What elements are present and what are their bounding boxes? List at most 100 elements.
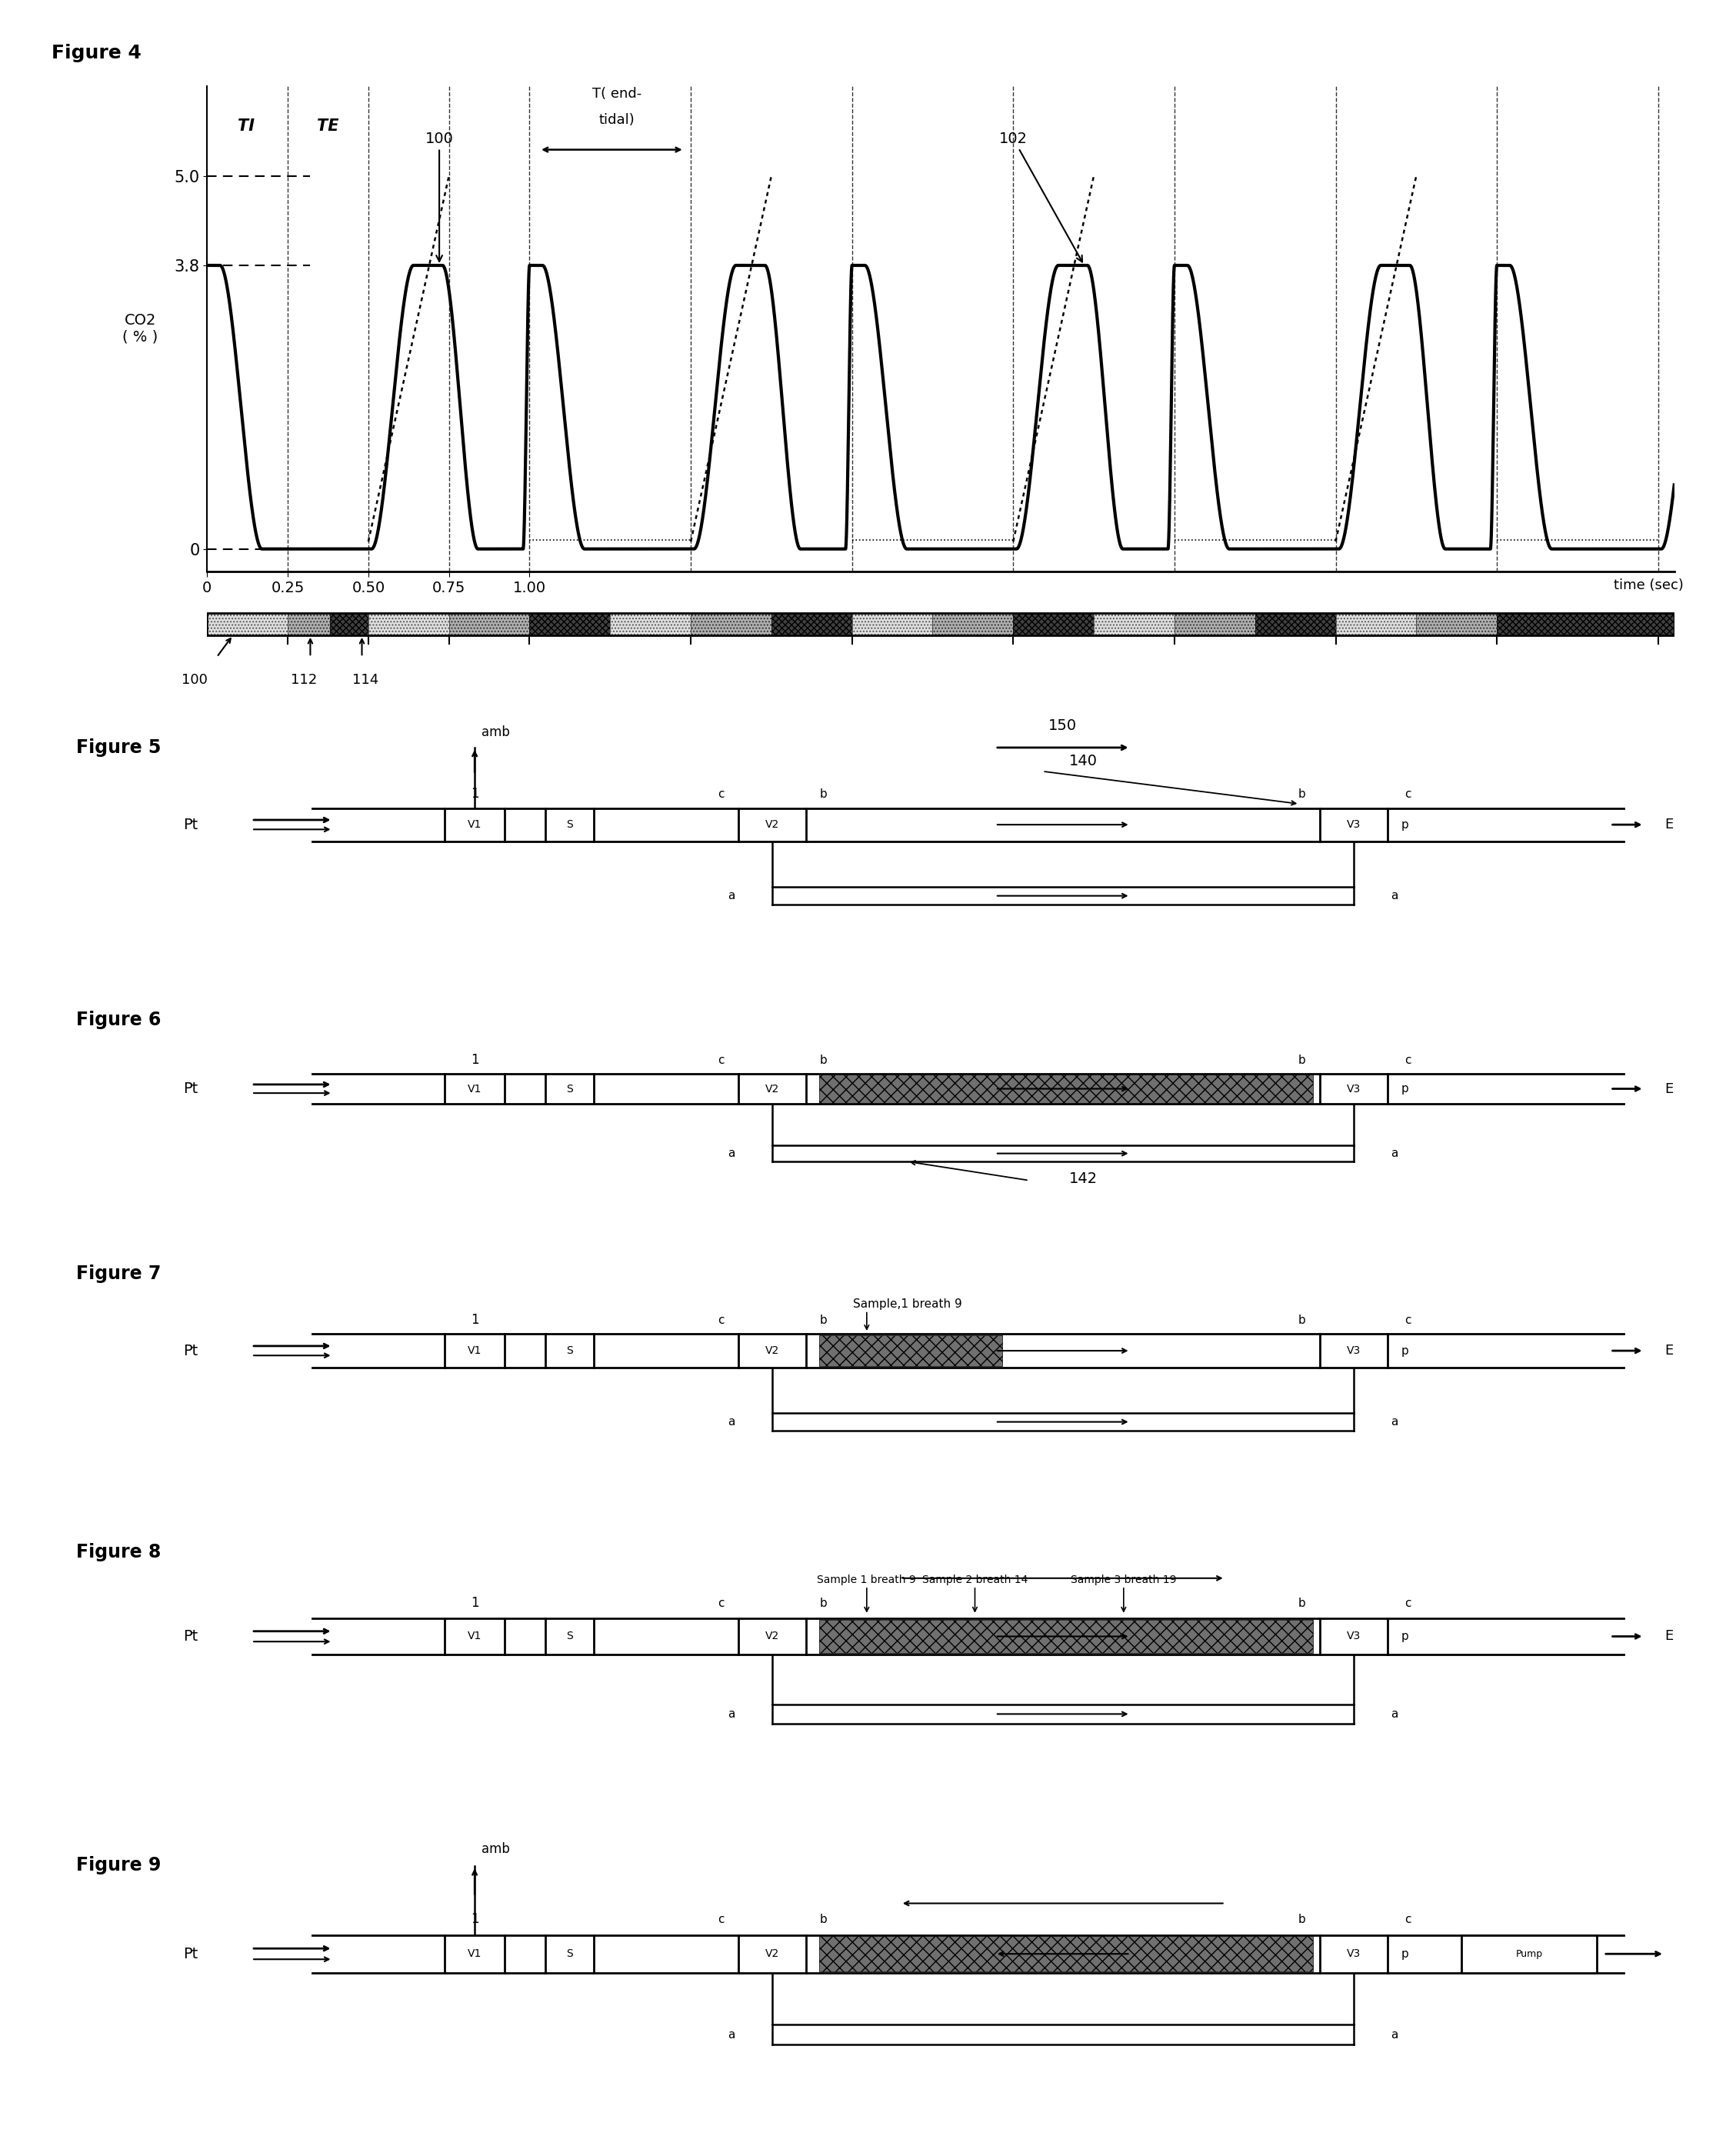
Bar [611,612,690,636]
Text: time (sec): time (sec) [1614,578,1685,593]
Bar [739,1335,806,1367]
Bar [1462,1936,1597,1973]
Text: b: b [1298,789,1307,800]
Text: amb: amb [482,724,509,740]
Bar [545,1335,594,1367]
Text: b: b [1298,1915,1307,1925]
Text: p: p [1402,1630,1408,1643]
Bar [545,1074,594,1104]
Bar [1320,1619,1388,1654]
Text: c: c [1405,1915,1410,1925]
Bar [1417,612,1496,636]
Bar [820,1936,1313,1971]
Text: 142: 142 [1068,1171,1098,1186]
Text: Figure 8: Figure 8 [76,1544,161,1561]
Bar [820,1074,1313,1104]
Bar [207,612,288,636]
Text: c: c [718,1315,723,1326]
Text: p: p [1402,819,1408,830]
Bar [545,808,594,841]
Text: V2: V2 [765,1949,778,1960]
Text: 1: 1 [471,1912,478,1925]
Bar [1320,808,1388,841]
Bar [445,1074,504,1104]
Y-axis label: CO2
( % ): CO2 ( % ) [123,313,159,345]
Text: V1: V1 [468,819,482,830]
Bar [1174,612,1255,636]
Text: a: a [728,1708,735,1720]
Text: 114: 114 [352,673,378,688]
Text: p: p [1402,1949,1408,1960]
Bar [739,1619,806,1654]
Text: V3: V3 [1346,819,1360,830]
Text: V3: V3 [1346,1949,1360,1960]
Text: V3: V3 [1346,1632,1360,1641]
Text: Figure 7: Figure 7 [76,1266,161,1283]
Text: c: c [718,1915,723,1925]
Bar [1320,1936,1388,1973]
Bar [932,612,1013,636]
Text: b: b [1298,1315,1307,1326]
Text: 1: 1 [471,1595,478,1611]
Text: amb: amb [482,1841,509,1856]
Text: 100: 100 [181,673,207,688]
Bar [739,1074,806,1104]
Text: p: p [1402,1082,1408,1095]
Text: a: a [1391,1416,1398,1427]
Text: Figure 4: Figure 4 [52,43,142,63]
Text: Pt: Pt [183,1082,198,1095]
Bar [772,612,853,636]
Bar [368,612,449,636]
Bar [445,1335,504,1367]
Text: a: a [1391,2029,1398,2040]
Text: TI: TI [238,119,254,134]
Text: 150: 150 [1048,718,1077,733]
Text: S: S [566,1632,573,1641]
Text: Sample 1 breath 9: Sample 1 breath 9 [816,1574,917,1585]
Bar [530,612,611,636]
Text: 1: 1 [471,1313,478,1326]
Bar [449,612,530,636]
Text: S: S [566,1084,573,1093]
Text: Sample,1 breath 9: Sample,1 breath 9 [853,1298,961,1309]
Text: c: c [1405,789,1410,800]
Text: E: E [1664,1343,1672,1358]
Bar [739,1936,806,1973]
Bar [1255,612,1336,636]
Bar [820,1619,1313,1654]
Text: Pt: Pt [183,817,198,832]
Text: a: a [728,2029,735,2040]
Bar [1496,612,1674,636]
Text: b: b [1298,1054,1307,1067]
Bar [853,612,932,636]
Text: b: b [1298,1598,1307,1608]
Bar [545,1936,594,1973]
Bar [690,612,772,636]
Text: Pt: Pt [183,1947,198,1962]
Text: E: E [1664,1082,1672,1095]
Text: V2: V2 [765,1084,778,1093]
Text: V1: V1 [468,1084,482,1093]
Bar [330,612,368,636]
Text: Sample 3 breath 19: Sample 3 breath 19 [1070,1574,1177,1585]
Text: 140: 140 [1068,755,1098,768]
Text: a: a [728,1416,735,1427]
Text: Pt: Pt [183,1630,198,1643]
Text: c: c [1405,1598,1410,1608]
Bar [1094,612,1174,636]
Text: E: E [1664,1630,1672,1643]
Bar [739,808,806,841]
Bar [1320,1335,1388,1367]
Text: b: b [820,1054,827,1067]
Text: Pt: Pt [183,1343,198,1358]
Text: S: S [566,1949,573,1960]
Text: V2: V2 [765,819,778,830]
Text: c: c [1405,1315,1410,1326]
Text: V3: V3 [1346,1345,1360,1356]
Text: 102: 102 [999,132,1082,261]
Bar [445,1619,504,1654]
Text: 100: 100 [425,132,454,261]
Text: V2: V2 [765,1345,778,1356]
Bar [1320,1074,1388,1104]
Text: 1: 1 [471,1054,478,1067]
